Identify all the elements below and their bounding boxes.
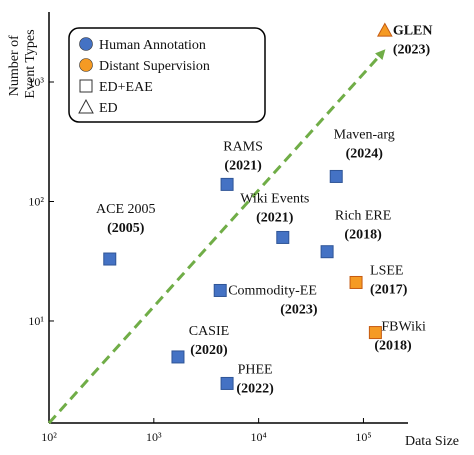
point-wiki-events <box>276 230 290 244</box>
x-tick-label: 10⁵ <box>355 430 371 444</box>
y-tick-label: 10³ <box>28 75 44 89</box>
x-tick-label: 10³ <box>146 430 162 444</box>
legend-marker-distant-supervision <box>79 58 93 72</box>
label-phee: PHEE <box>238 362 273 377</box>
year-phee: (2022) <box>236 381 274 396</box>
year-casie: (2020) <box>190 343 228 358</box>
label-casie: CASIE <box>189 324 229 339</box>
legend-label-ed: ED <box>99 101 118 116</box>
legend-marker-human-annotation <box>79 37 93 51</box>
label-maven-arg: Maven-arg <box>334 127 395 142</box>
point-lsee <box>349 275 363 289</box>
legend-label-human-annotation: Human Annotation <box>99 38 206 53</box>
legend-box <box>68 27 266 123</box>
point-casie <box>171 350 185 364</box>
year-wiki-events: (2021) <box>256 210 294 225</box>
year-commodity-ee: (2023) <box>280 302 318 317</box>
label-glen: GLEN <box>393 23 433 38</box>
label-commodity-ee: Commodity-EE <box>228 283 317 298</box>
x-axis-title: Data Size <box>405 434 459 449</box>
year-maven-arg: (2024) <box>346 146 384 161</box>
y-axis-title-line2: Event Types <box>23 29 38 98</box>
point-maven-arg <box>329 169 343 183</box>
year-glen: (2023) <box>393 42 431 57</box>
year-ace-2005: (2005) <box>107 221 145 236</box>
legend-marker-ed-eae <box>79 79 93 93</box>
legend-label-distant-supervision: Distant Supervision <box>99 59 210 74</box>
label-ace-2005: ACE 2005 <box>96 202 156 217</box>
legend-label-ed-eae: ED+EAE <box>99 80 153 95</box>
year-lsee: (2017) <box>370 282 408 297</box>
y-axis-title: Number of Event Types <box>7 29 38 98</box>
legend-marker-ed <box>78 98 94 114</box>
point-rich-ere <box>320 245 334 259</box>
point-rams <box>220 177 234 191</box>
y-tick-label: 10¹ <box>28 314 44 328</box>
label-lsee: LSEE <box>370 263 403 278</box>
year-rams: (2021) <box>224 158 262 173</box>
point-phee <box>220 376 234 390</box>
label-fbwiki: FBWiki <box>381 320 426 335</box>
year-fbwiki: (2018) <box>374 339 412 354</box>
x-tick-label: 10² <box>41 430 57 444</box>
x-tick-label: 10⁴ <box>251 430 267 444</box>
trend-arrow <box>47 49 386 425</box>
point-glen <box>376 22 393 37</box>
point-commodity-ee <box>213 283 227 297</box>
label-rams: RAMS <box>223 139 263 154</box>
y-tick-label: 10² <box>28 194 44 208</box>
y-axis-title-line1: Number of <box>7 35 22 96</box>
label-wiki-events: Wiki Events <box>240 191 309 206</box>
point-fbwiki <box>368 326 382 340</box>
year-rich-ere: (2018) <box>344 228 382 243</box>
label-rich-ere: Rich ERE <box>335 209 391 224</box>
point-ace-2005 <box>103 252 117 266</box>
legend: Human Annotation Distant Supervision ED+EA… <box>68 27 266 123</box>
